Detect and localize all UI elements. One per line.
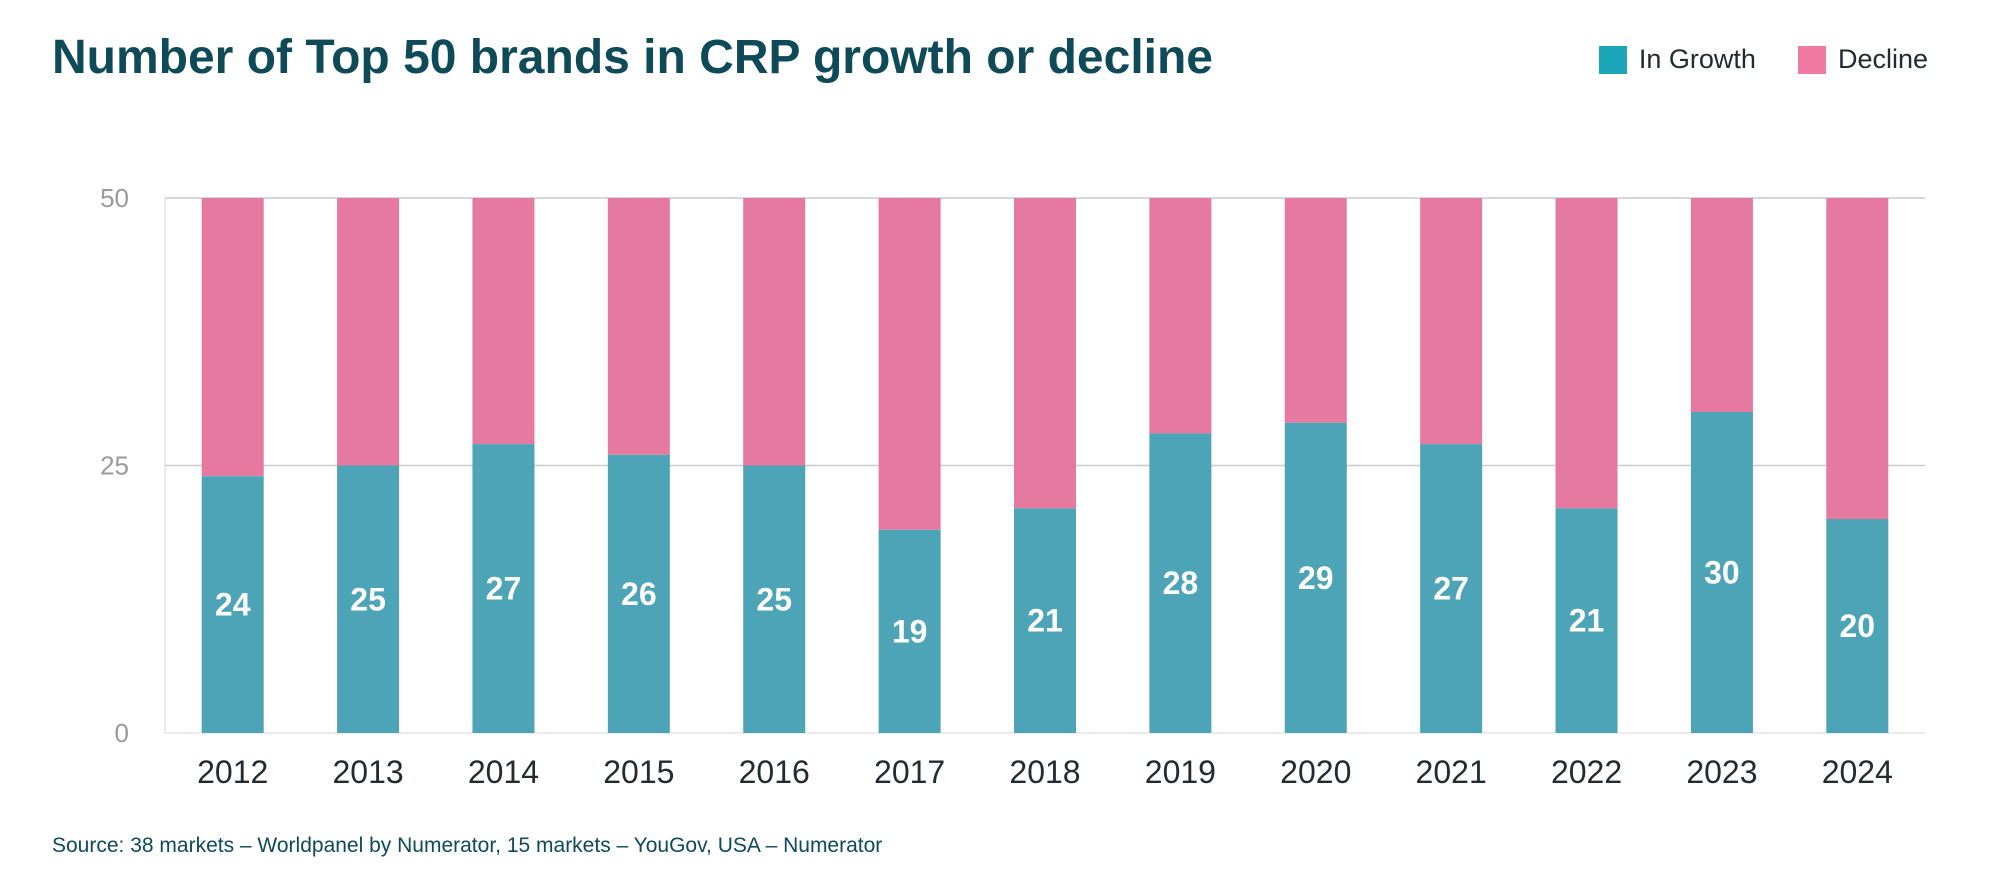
legend: In Growth Decline [1598,44,1928,75]
legend-label-growth: In Growth [1638,44,1756,74]
bar-growth [743,465,806,733]
source-note: Source: 38 markets – Worldpanel by Numer… [52,834,883,857]
y-tick-label: 50 [100,183,129,213]
x-tick-label: 2023 [1686,754,1757,790]
bar-growth [878,529,941,733]
bar-value-label: 27 [486,571,522,607]
x-tick-label: 2014 [468,754,539,790]
bar-value-label: 27 [1433,571,1469,607]
y-tick-label: 0 [115,718,129,748]
bar-value-label: 25 [756,581,792,617]
bar-decline [1555,198,1618,509]
bar-growth [1420,444,1483,733]
x-tick-label: 2020 [1280,754,1351,790]
bar-value-label: 26 [621,576,657,612]
x-tick-label: 2013 [332,754,403,790]
legend-item-decline: Decline [1797,44,1928,75]
bar-decline [201,198,264,477]
bar-value-label: 25 [350,581,386,617]
x-tick-label: 2018 [1009,754,1080,790]
bar-growth [201,476,264,733]
y-tick-label: 25 [100,451,129,481]
bar-value-label: 21 [1569,603,1605,639]
bar-value-label: 29 [1298,560,1334,596]
bar-value-label: 20 [1840,608,1876,644]
x-tick-label: 2016 [739,754,810,790]
bar-decline [1826,198,1889,519]
bar-growth [1014,508,1076,733]
chart-title: Number of Top 50 brands in CRP growth or… [52,31,1213,84]
bar-growth [1555,508,1618,733]
x-tick-label: 2015 [603,754,674,790]
bar-decline [1284,198,1347,423]
bar-decline [607,198,670,455]
bar-decline [1149,198,1212,434]
legend-item-growth: In Growth [1598,44,1756,75]
x-tick-label: 2019 [1145,754,1216,790]
bar-decline [743,198,806,466]
x-tick-label: 2022 [1551,754,1622,790]
bar-value-label: 24 [215,587,251,623]
legend-swatch-growth [1598,45,1627,74]
bar-growth [472,444,535,733]
bar-growth [1826,519,1889,733]
bar-decline [878,198,941,530]
bar-value-label: 28 [1163,565,1199,601]
bar-value-label: 19 [892,613,928,649]
bar-growth [607,454,670,733]
bar-growth [337,465,400,733]
x-tick-label: 2021 [1416,754,1487,790]
bar-growth [1690,412,1753,733]
bar-decline [337,198,400,466]
bar-growth [1149,433,1212,733]
bar-value-label: 21 [1027,603,1063,639]
bar-decline [472,198,535,445]
bar-value-label: 30 [1704,555,1740,591]
bar-growth [1284,422,1347,733]
bar-decline [1690,198,1753,412]
x-tick-label: 2024 [1822,754,1893,790]
bar-decline [1420,198,1483,445]
x-tick-label: 2012 [197,754,268,790]
bar-decline [1014,198,1076,509]
x-tick-label: 2017 [874,754,945,790]
legend-swatch-decline [1797,45,1826,74]
legend-label-decline: Decline [1837,44,1928,74]
